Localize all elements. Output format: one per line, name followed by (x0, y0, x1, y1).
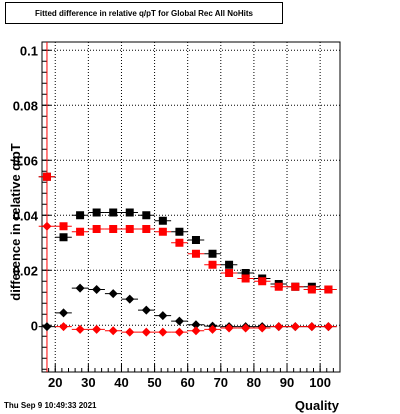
diamond-marker (290, 322, 300, 332)
diamond-marker (174, 327, 184, 337)
square-marker (158, 227, 167, 236)
x-tick-label: 50 (147, 375, 161, 390)
square-marker (109, 225, 118, 233)
diamond-marker (75, 324, 85, 334)
diamond-marker (208, 324, 218, 334)
square-marker (324, 285, 333, 294)
diamond-marker (108, 326, 118, 336)
square-marker (59, 233, 68, 242)
y-tick-label: 0.1 (20, 43, 38, 58)
y-tick-label: 0 (31, 318, 38, 333)
diamond-marker (307, 322, 317, 332)
square-marker (92, 208, 101, 217)
square-marker (76, 227, 85, 236)
square-marker (191, 236, 200, 244)
x-tick-label: 80 (247, 375, 261, 390)
y-tick-label: 0.06 (13, 153, 38, 168)
chart-title-box: Fitted difference in relative q/pT for G… (5, 2, 283, 24)
square-marker (225, 269, 234, 277)
y-axis-title: difference in relative q/pT (8, 143, 23, 301)
diamond-marker (141, 305, 151, 315)
diamond-marker (323, 322, 333, 332)
square-marker (208, 249, 217, 258)
square-marker (125, 225, 134, 233)
diamond-marker (92, 285, 102, 294)
x-tick-label: 90 (280, 375, 294, 390)
diamond-marker (158, 311, 168, 321)
diamond-marker (158, 327, 168, 337)
diamond-marker (92, 324, 102, 334)
y-tick-label: 0.04 (13, 208, 39, 223)
square-marker (175, 238, 184, 247)
x-tick-label: 100 (309, 375, 331, 390)
diamond-marker (241, 323, 251, 333)
square-marker (76, 211, 85, 220)
square-marker (191, 249, 200, 258)
diamond-marker (42, 322, 52, 332)
grid-lines (42, 42, 340, 372)
square-marker (92, 225, 101, 233)
square-marker (258, 277, 267, 286)
square-marker (109, 208, 118, 217)
diamond-marker (274, 322, 284, 332)
diamond-marker (141, 327, 151, 337)
square-marker (274, 282, 283, 291)
diamond-marker (125, 294, 135, 304)
square-marker (291, 282, 300, 291)
square-marker (307, 285, 316, 294)
square-marker (208, 260, 217, 269)
data-marks (38, 172, 337, 337)
square-marker (125, 208, 134, 217)
square-marker (42, 172, 51, 181)
x-tick-label: 70 (214, 375, 228, 390)
diamond-marker (191, 320, 201, 330)
diamond-marker (59, 322, 69, 332)
x-axis-title: Quality (295, 398, 340, 413)
square-marker (142, 211, 151, 220)
plot-frame (41, 41, 341, 373)
diamond-marker (59, 308, 69, 318)
x-tick-label: 60 (180, 375, 194, 390)
diamond-marker (174, 316, 184, 326)
square-marker (225, 260, 234, 269)
y-tick-label: 0.08 (13, 98, 38, 113)
diamond-marker (257, 323, 267, 333)
diamond-marker (191, 326, 201, 336)
diamond-marker (42, 221, 52, 231)
diamond-marker (224, 323, 234, 333)
diamond-marker (75, 283, 85, 293)
square-marker (241, 274, 250, 283)
square-marker (175, 227, 184, 236)
square-marker (158, 216, 167, 225)
chart-title: Fitted difference in relative q/pT for G… (35, 9, 253, 18)
x-tick-label: 20 (48, 375, 62, 390)
diamond-marker (108, 289, 118, 299)
x-tick-label: 30 (81, 375, 95, 390)
axis-ticks: 20 30 40 50 60 70 80 90 100 0 0.02 0.04 0.06 0.08 0.1 (13, 43, 341, 390)
diamond-marker (125, 327, 135, 337)
y-tick-label: 0.02 (13, 263, 38, 278)
square-marker (142, 225, 151, 233)
timestamp: Thu Sep 9 10:49:33 2021 (4, 401, 97, 410)
square-marker (241, 269, 250, 277)
square-marker (59, 222, 68, 231)
x-tick-label: 40 (114, 375, 128, 390)
